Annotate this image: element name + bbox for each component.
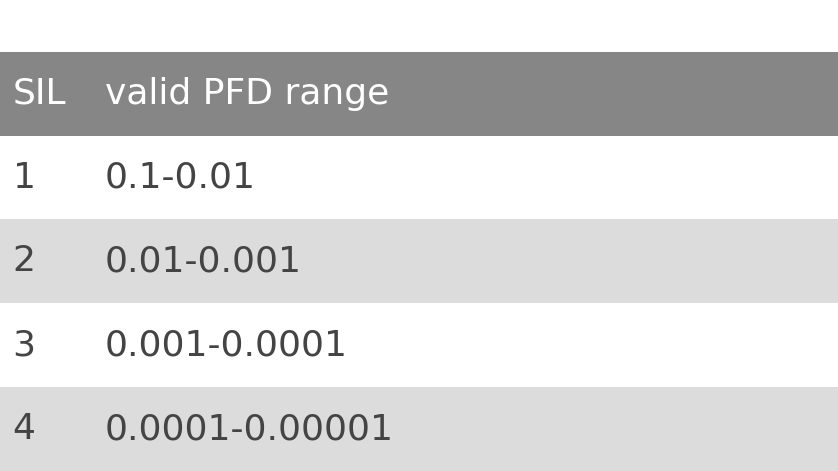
Bar bbox=[0, 303, 838, 387]
Text: 0.01-0.001: 0.01-0.001 bbox=[105, 244, 302, 278]
Text: 1: 1 bbox=[13, 161, 35, 195]
Bar bbox=[0, 219, 838, 303]
Bar bbox=[0, 387, 838, 471]
Text: 0.0001-0.00001: 0.0001-0.00001 bbox=[105, 412, 394, 446]
Text: 2: 2 bbox=[13, 244, 35, 278]
Text: 3: 3 bbox=[13, 328, 35, 362]
Text: 4: 4 bbox=[13, 412, 35, 446]
Text: SIL: SIL bbox=[13, 77, 66, 111]
Text: valid PFD range: valid PFD range bbox=[105, 77, 389, 111]
Bar bbox=[0, 52, 838, 136]
Text: 0.1-0.01: 0.1-0.01 bbox=[105, 161, 256, 195]
Text: 0.001-0.0001: 0.001-0.0001 bbox=[105, 328, 348, 362]
Bar bbox=[0, 136, 838, 219]
